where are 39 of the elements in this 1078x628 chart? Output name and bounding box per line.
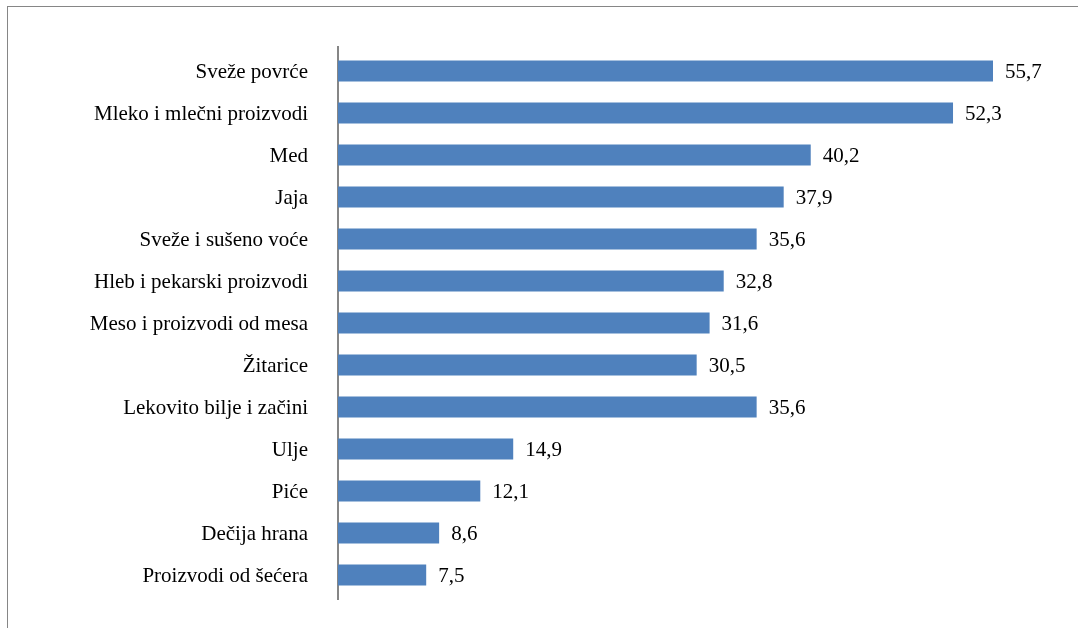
data-label: 8,6 [451,521,478,545]
bar [338,438,514,460]
bar [338,522,440,544]
data-label: 35,6 [768,395,806,419]
bar [338,396,757,418]
data-label: 55,7 [1005,59,1042,83]
data-label: 7,5 [438,563,465,587]
data-label: 30,5 [708,353,746,377]
y-tick-label: Proizvodi od šećera [142,563,309,587]
bar [338,144,811,166]
data-label: 12,1 [492,479,530,503]
y-tick-label: Med [269,143,309,167]
data-label: 35,6 [768,227,806,251]
bar [338,480,481,502]
bar [338,564,427,586]
y-tick-label: Sveže i sušeno voće [139,227,308,251]
data-label: 32,8 [735,269,773,293]
y-tick-label: Ulje [271,437,308,461]
data-label: 37,9 [795,185,833,209]
bar [338,186,784,208]
y-tick-label: Meso i proizvodi od mesa [89,311,309,335]
y-tick-label: Lekovito bilje i začini [123,395,309,419]
bar [338,228,757,250]
y-tick-label: Jaja [275,185,309,209]
data-label: 52,3 [965,101,1002,125]
y-tick-label: Piće [271,479,308,503]
bar [338,60,993,82]
data-label: 40,2 [822,143,860,167]
y-tick-label: Hleb i pekarski proizvodi [93,269,309,293]
data-label: 31,6 [721,311,759,335]
y-tick-label: Žitarice [242,353,308,377]
bar [338,312,710,334]
y-tick-label: Mleko i mlečni proizvodi [93,101,309,125]
y-tick-label: Dečija hrana [201,521,309,545]
bar [338,354,697,376]
bar [338,270,724,292]
data-label: 14,9 [525,437,562,461]
bar [338,102,954,124]
y-tick-label: Sveže povrće [195,59,308,83]
